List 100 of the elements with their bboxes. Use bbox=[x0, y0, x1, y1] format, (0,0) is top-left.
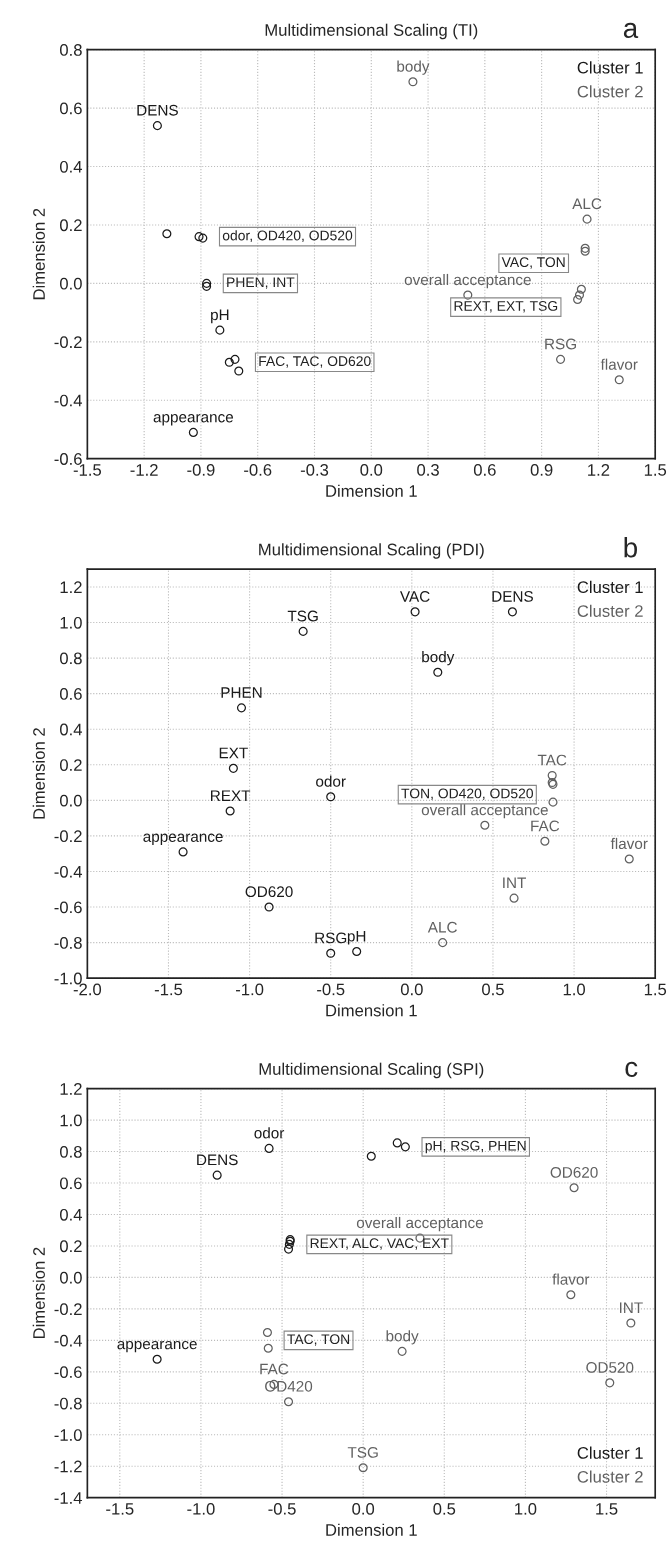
x-tick-label: 0.0 bbox=[400, 983, 423, 996]
text: c bbox=[625, 1061, 638, 1078]
chart-title: Multidimensional Scaling (SPI) bbox=[259, 1062, 484, 1079]
x-axis-title: Dimension 1 bbox=[326, 484, 417, 497]
x-tick-label: -0.5 bbox=[268, 1502, 296, 1515]
x-axis-title: Dimension 1 bbox=[326, 1004, 417, 1017]
x-tick-label: 1.0 bbox=[563, 983, 586, 996]
y-axis-title: Dimension 2 bbox=[32, 208, 45, 300]
x-tick-label: 0.5 bbox=[433, 1502, 456, 1515]
data-label: OD420 bbox=[265, 1380, 313, 1392]
data-label: pH bbox=[211, 309, 229, 324]
y-tick-label: -0.4 bbox=[54, 865, 83, 878]
y-tick-label: -1.0 bbox=[54, 972, 82, 985]
data-label: body bbox=[397, 60, 430, 75]
text: b bbox=[624, 537, 637, 558]
y-tick-label: 1.0 bbox=[60, 1114, 82, 1127]
y-tick-label: -1.2 bbox=[54, 1460, 82, 1473]
data-label: ALC bbox=[427, 921, 457, 933]
data-label: DENS bbox=[197, 1154, 238, 1166]
x-tick-label: -0.6 bbox=[244, 464, 272, 476]
data-label: TSG bbox=[347, 1447, 378, 1458]
y-tick-label: -0.8 bbox=[54, 1397, 82, 1410]
y-tick-label: 0.0 bbox=[59, 277, 82, 290]
data-label: DENS bbox=[492, 591, 533, 602]
x-tick-label: -0.3 bbox=[300, 464, 329, 476]
x-tick-label: 0.9 bbox=[530, 464, 553, 476]
data-label: odor bbox=[316, 775, 346, 787]
data-label: RSG bbox=[545, 338, 576, 350]
annotation: REXT, EXT, TSG bbox=[454, 301, 558, 313]
y-tick-label: 0.8 bbox=[59, 1145, 82, 1158]
annotation: pH, RSG, PHEN bbox=[425, 1140, 526, 1154]
data-label: RSG bbox=[315, 932, 347, 944]
y-tick-label: -0.6 bbox=[54, 453, 82, 465]
x-tick-label: -1.5 bbox=[154, 983, 183, 996]
y-tick-label: 0.6 bbox=[59, 1177, 82, 1190]
y-tick-label: -0.4 bbox=[54, 394, 83, 407]
data-label: OD620 bbox=[245, 886, 293, 898]
data-label: OD620 bbox=[550, 1166, 598, 1178]
y-tick-label: -1.0 bbox=[54, 1429, 82, 1441]
annotation: TON, OD420, OD520 bbox=[401, 788, 534, 800]
data-label: INT bbox=[503, 877, 527, 889]
x-tick-label: -1.5 bbox=[73, 464, 102, 476]
data-label: TAC bbox=[537, 754, 567, 766]
x-tick-label: -1.0 bbox=[235, 983, 264, 996]
x-tick-label: 1.0 bbox=[515, 1502, 537, 1515]
text: a bbox=[623, 22, 639, 39]
text: Cluster 1 bbox=[577, 61, 643, 74]
x-tick-label: -2.0 bbox=[73, 983, 102, 996]
annotation: REXT, ALC, VAC, EXT bbox=[310, 1238, 449, 1250]
data-label: OD520 bbox=[586, 1362, 634, 1373]
y-tick-label: 0.4 bbox=[59, 160, 83, 173]
x-tick-label: -0.9 bbox=[187, 464, 215, 476]
data-label: flavor bbox=[552, 1273, 590, 1285]
y-tick-label: 0.0 bbox=[59, 1271, 82, 1284]
y-tick-label: 0.2 bbox=[59, 1240, 82, 1253]
x-tick-label: -1.2 bbox=[130, 464, 158, 476]
data-label: odor bbox=[254, 1127, 285, 1139]
annotation: FAC, TAC, OD620 bbox=[259, 356, 371, 368]
data-label: appearance bbox=[143, 833, 223, 845]
annotation: PHEN, INT bbox=[227, 277, 295, 289]
y-tick-label: 0.6 bbox=[59, 688, 82, 700]
x-axis-title: Dimension 1 bbox=[326, 1523, 417, 1536]
y-tick-label: 0.6 bbox=[59, 102, 82, 115]
y-tick-label: -0.2 bbox=[54, 1303, 82, 1316]
x-tick-label: 1.5 bbox=[644, 464, 667, 476]
data-label: flavor bbox=[610, 837, 648, 850]
y-tick-label: 1.2 bbox=[60, 581, 82, 593]
y-axis-title: Dimension 2 bbox=[32, 1247, 45, 1339]
chart-title: Multidimensional Scaling (PDI) bbox=[259, 543, 484, 559]
x-tick-label: -1.5 bbox=[106, 1503, 134, 1515]
y-tick-label: -1.4 bbox=[54, 1492, 83, 1504]
data-label: appearance bbox=[117, 1340, 197, 1353]
data-label: overall acceptance bbox=[404, 273, 531, 289]
y-tick-label: -0.8 bbox=[54, 937, 82, 949]
y-tick-label: -0.2 bbox=[54, 336, 82, 349]
y-tick-label: 0.4 bbox=[59, 1208, 83, 1221]
x-tick-label: 1.2 bbox=[588, 464, 610, 476]
data-label: overall acceptance bbox=[421, 804, 548, 819]
chart-title: Multidimensional Scaling (TI) bbox=[265, 23, 478, 40]
data-label: pH bbox=[347, 930, 366, 945]
y-tick-label: 1.0 bbox=[60, 616, 82, 629]
y-tick-label: 1.2 bbox=[60, 1083, 82, 1095]
data-label: ALC bbox=[572, 198, 602, 210]
y-tick-label: -0.6 bbox=[54, 1366, 82, 1379]
data-label: overall acceptance bbox=[356, 1216, 483, 1232]
x-tick-label: 0.6 bbox=[473, 464, 496, 476]
data-label: REXT bbox=[211, 790, 251, 801]
data-label: TSG bbox=[287, 610, 318, 622]
data-label: EXT bbox=[219, 747, 248, 759]
y-tick-label: -0.4 bbox=[54, 1334, 83, 1347]
y-tick-label: -0.2 bbox=[54, 830, 82, 843]
annotation: TAC, TON bbox=[287, 1334, 350, 1346]
data-label: INT bbox=[619, 1302, 643, 1313]
data-label: FAC bbox=[260, 1363, 289, 1375]
data-label: DENS bbox=[137, 104, 178, 116]
text: Cluster 1 bbox=[577, 1446, 643, 1459]
text: Cluster 2 bbox=[577, 1470, 643, 1483]
x-tick-label: 0.3 bbox=[417, 464, 439, 476]
y-tick-label: 0.2 bbox=[59, 759, 82, 771]
y-tick-label: 0.0 bbox=[59, 794, 82, 807]
